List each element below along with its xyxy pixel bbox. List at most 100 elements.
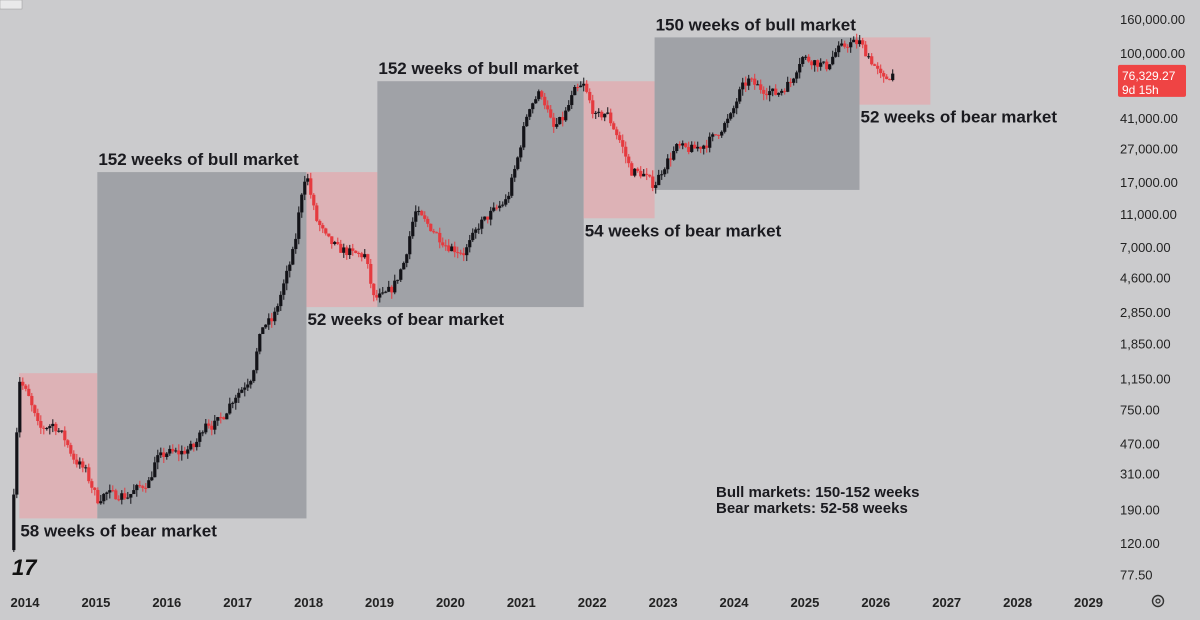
candle-body [471,232,475,241]
candle-body [390,286,394,293]
candle-body [762,89,766,94]
candle-body [45,428,49,430]
candle-body [288,264,292,271]
candle-body [855,39,859,45]
candle-body [99,501,103,504]
candle-body [330,236,334,245]
candle-body [441,242,445,246]
candle-body [408,236,412,255]
candle-body [375,295,379,298]
price-badge-background [1118,64,1186,97]
candle-body [186,449,190,454]
bear-market-zone [306,172,378,308]
candle-body [543,96,547,106]
candle-body [726,118,730,124]
candle-body [738,89,742,102]
candle-body [306,178,310,182]
candle-body [315,205,319,221]
gear-icon[interactable] [1151,594,1165,608]
candle-body [72,453,76,460]
bear-market-zone [19,373,98,519]
candle-body [489,210,493,220]
bull-market-zone [654,37,860,190]
candle-body [870,56,874,65]
candle-body [561,117,565,121]
candle-body [627,156,631,164]
candle-body [657,174,661,186]
candle-body [231,402,235,404]
candle-body [75,459,79,465]
y-axis: 160,000.00 100,000.00 41,000.00 27,000.00 17… [1120,12,1185,583]
candle-body [669,158,673,160]
candle-body [378,293,382,298]
candle-body [327,233,331,237]
candle-body [357,253,361,255]
candle-body [546,105,550,110]
candle-body [276,306,280,312]
candle-body [873,64,877,66]
candle-body [282,283,286,295]
candle-body [549,109,553,118]
candle-body [579,85,583,88]
candle-body [366,254,370,264]
summary-notes: Bull markets: 150-152 weeks Bear markets… [716,484,919,517]
candle-body [474,229,478,233]
candle-body [123,493,127,499]
bear-market-label: 58 weeks of bear market [20,521,217,540]
candle-body [837,45,841,53]
candle-body [720,131,724,136]
y-tick-label: 17,000.00 [1120,175,1178,190]
x-tick-label: 2025 [790,595,819,610]
x-tick-label: 2017 [223,595,252,610]
tradingview-logo: 17 [12,555,38,580]
candle-body [339,243,343,253]
candle-body [801,57,805,64]
candle-body [702,145,706,149]
candle-body [501,204,505,206]
candle-body [42,427,46,429]
candle-body [687,146,691,152]
candle-body [429,223,433,232]
candle-body [558,117,562,125]
candle-body [696,146,700,149]
candle-body [51,423,55,427]
candle-body [414,211,418,222]
candle-body [717,134,721,136]
candle-body [69,445,73,454]
candle-body [519,147,523,158]
candle-body [831,56,835,65]
candle-body [342,247,346,253]
y-tick-label: 120.00 [1120,536,1160,551]
candle-body [741,82,745,90]
candle-body [225,413,229,420]
candle-body [393,280,397,293]
candle-body [438,232,442,243]
candle-body [189,443,193,450]
candle-body [570,95,574,106]
candle-body [516,157,520,169]
candle-body [165,453,169,457]
candle-body [261,327,265,335]
candle-body [879,68,883,74]
top-left-toolbar-stub[interactable] [0,0,23,10]
candle-body [432,231,436,233]
candle-body [297,212,301,239]
candle-body [663,169,667,175]
candle-body [171,448,175,452]
candle-body [540,91,544,97]
candle-body [96,489,100,504]
candle-body [63,430,67,441]
candle-body [582,83,586,86]
candle-body [144,487,148,489]
candle-body [459,252,463,254]
candle-body [444,245,448,247]
candle-body [747,78,751,86]
candle-body [522,126,526,148]
candle-body [285,270,289,284]
candle-body [150,477,154,481]
candle-body [273,311,277,322]
candle-body [642,173,646,177]
candle-body [456,252,460,254]
candle-body [333,242,337,245]
